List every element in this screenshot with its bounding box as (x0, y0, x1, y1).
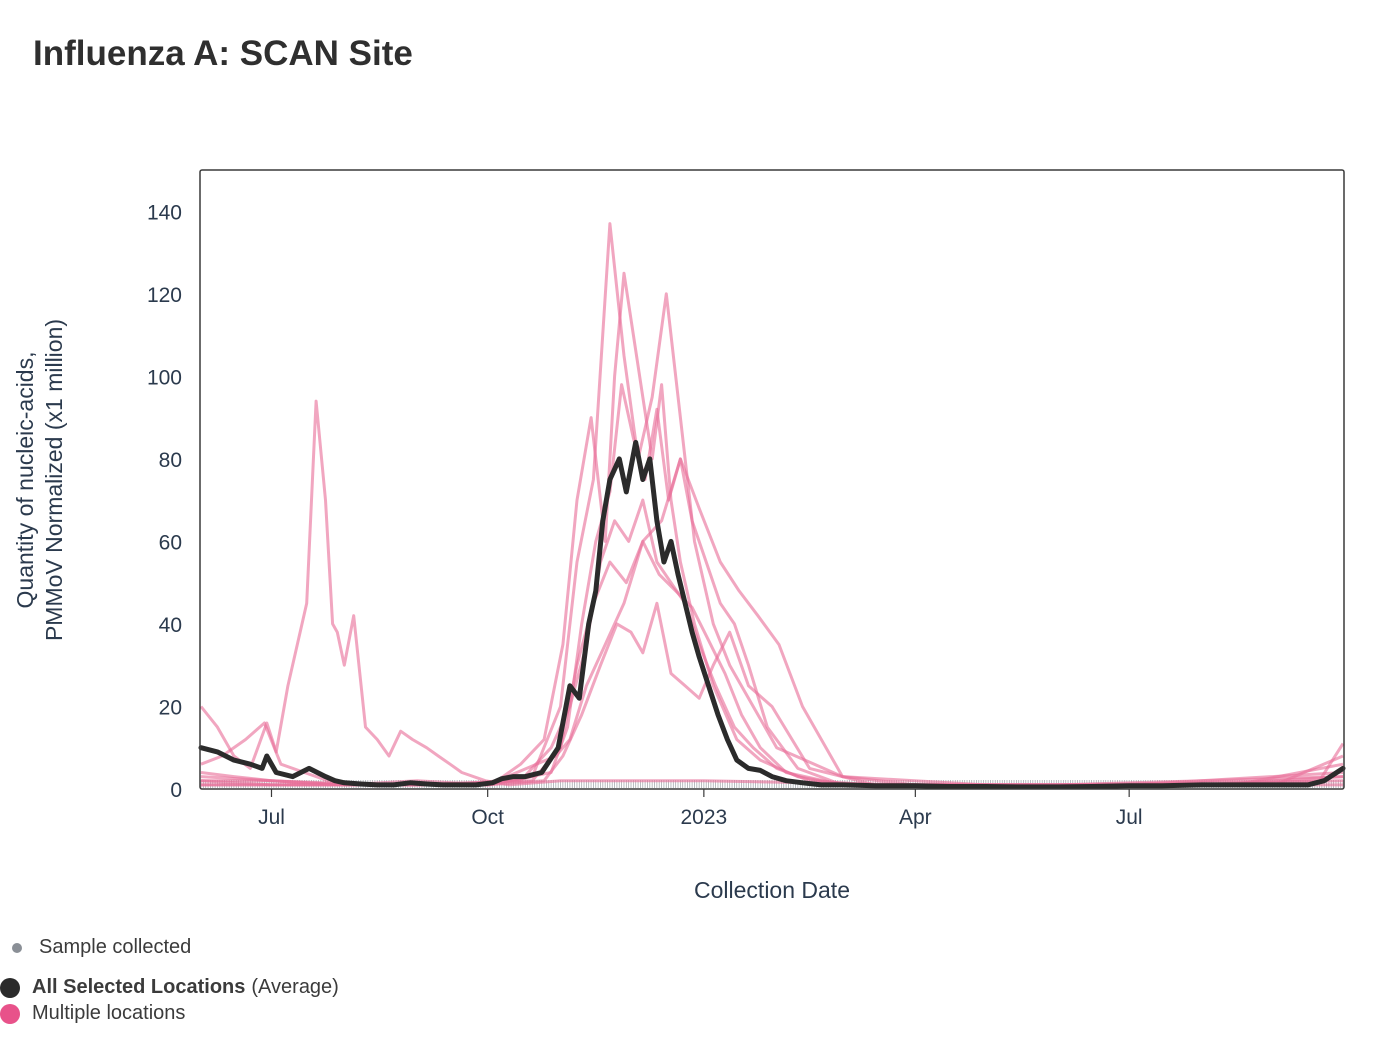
legend-item-sample[interactable]: Sample collected (12, 936, 191, 959)
legend-item-multiple-locations[interactable]: Multiple locations (0, 1002, 185, 1025)
y-tick-label: 20 (159, 696, 182, 719)
y-axis-ticks: 0 20 40 60 80 100 120 140 (147, 201, 182, 802)
average-line (198, 439, 1346, 790)
y-tick-label: 120 (147, 284, 182, 307)
chart: 0 20 40 60 80 100 120 140 Jul Oct 2023 Apr Jul Quan… (12, 169, 1346, 903)
y-tick-label: 60 (159, 531, 182, 554)
legend-label-sample: Sample collected (39, 936, 192, 958)
average-series-line[interactable] (198, 439, 1346, 790)
legend-label-average-suffix: (Average) (251, 976, 339, 998)
location-line-3[interactable] (200, 222, 1344, 787)
plot-frame (199, 169, 1345, 790)
x-tick-label: Jul (258, 806, 285, 829)
average-dot-icon (0, 977, 20, 998)
x-tick-label: Oct (471, 806, 504, 829)
x-tick-label: 2023 (680, 806, 727, 829)
location-lines (199, 222, 1345, 787)
locations-dot-icon (0, 1003, 20, 1024)
y-tick-label: 100 (147, 366, 182, 389)
location-line-1[interactable] (199, 399, 1343, 787)
chart-title: Influenza A: SCAN Site (33, 34, 413, 73)
legend-label-multiple: Multiple locations (32, 1002, 186, 1024)
y-tick-label: 0 (170, 779, 182, 802)
location-line-5[interactable] (200, 383, 1344, 787)
legend-label-average: All Selected Locations (32, 976, 246, 998)
y-axis-label-line1: Quantity of nucleic-acids, (12, 352, 38, 609)
location-line-8[interactable] (201, 539, 1344, 787)
sample-dot-icon (12, 942, 22, 953)
x-axis-ticks: Jul Oct 2023 Apr Jul (258, 789, 1143, 829)
y-tick-label: 40 (159, 614, 182, 637)
y-axis-label-line2: PMMoV Normalized (x1 million) (41, 319, 67, 641)
y-tick-label: 140 (147, 201, 182, 224)
x-axis-label: Collection Date (694, 877, 850, 903)
y-tick-label: 80 (159, 449, 182, 472)
x-tick-label: Jul (1116, 806, 1143, 829)
legend-item-average[interactable]: All Selected Locations (Average) (0, 976, 339, 999)
x-tick-label: Apr (899, 806, 932, 829)
